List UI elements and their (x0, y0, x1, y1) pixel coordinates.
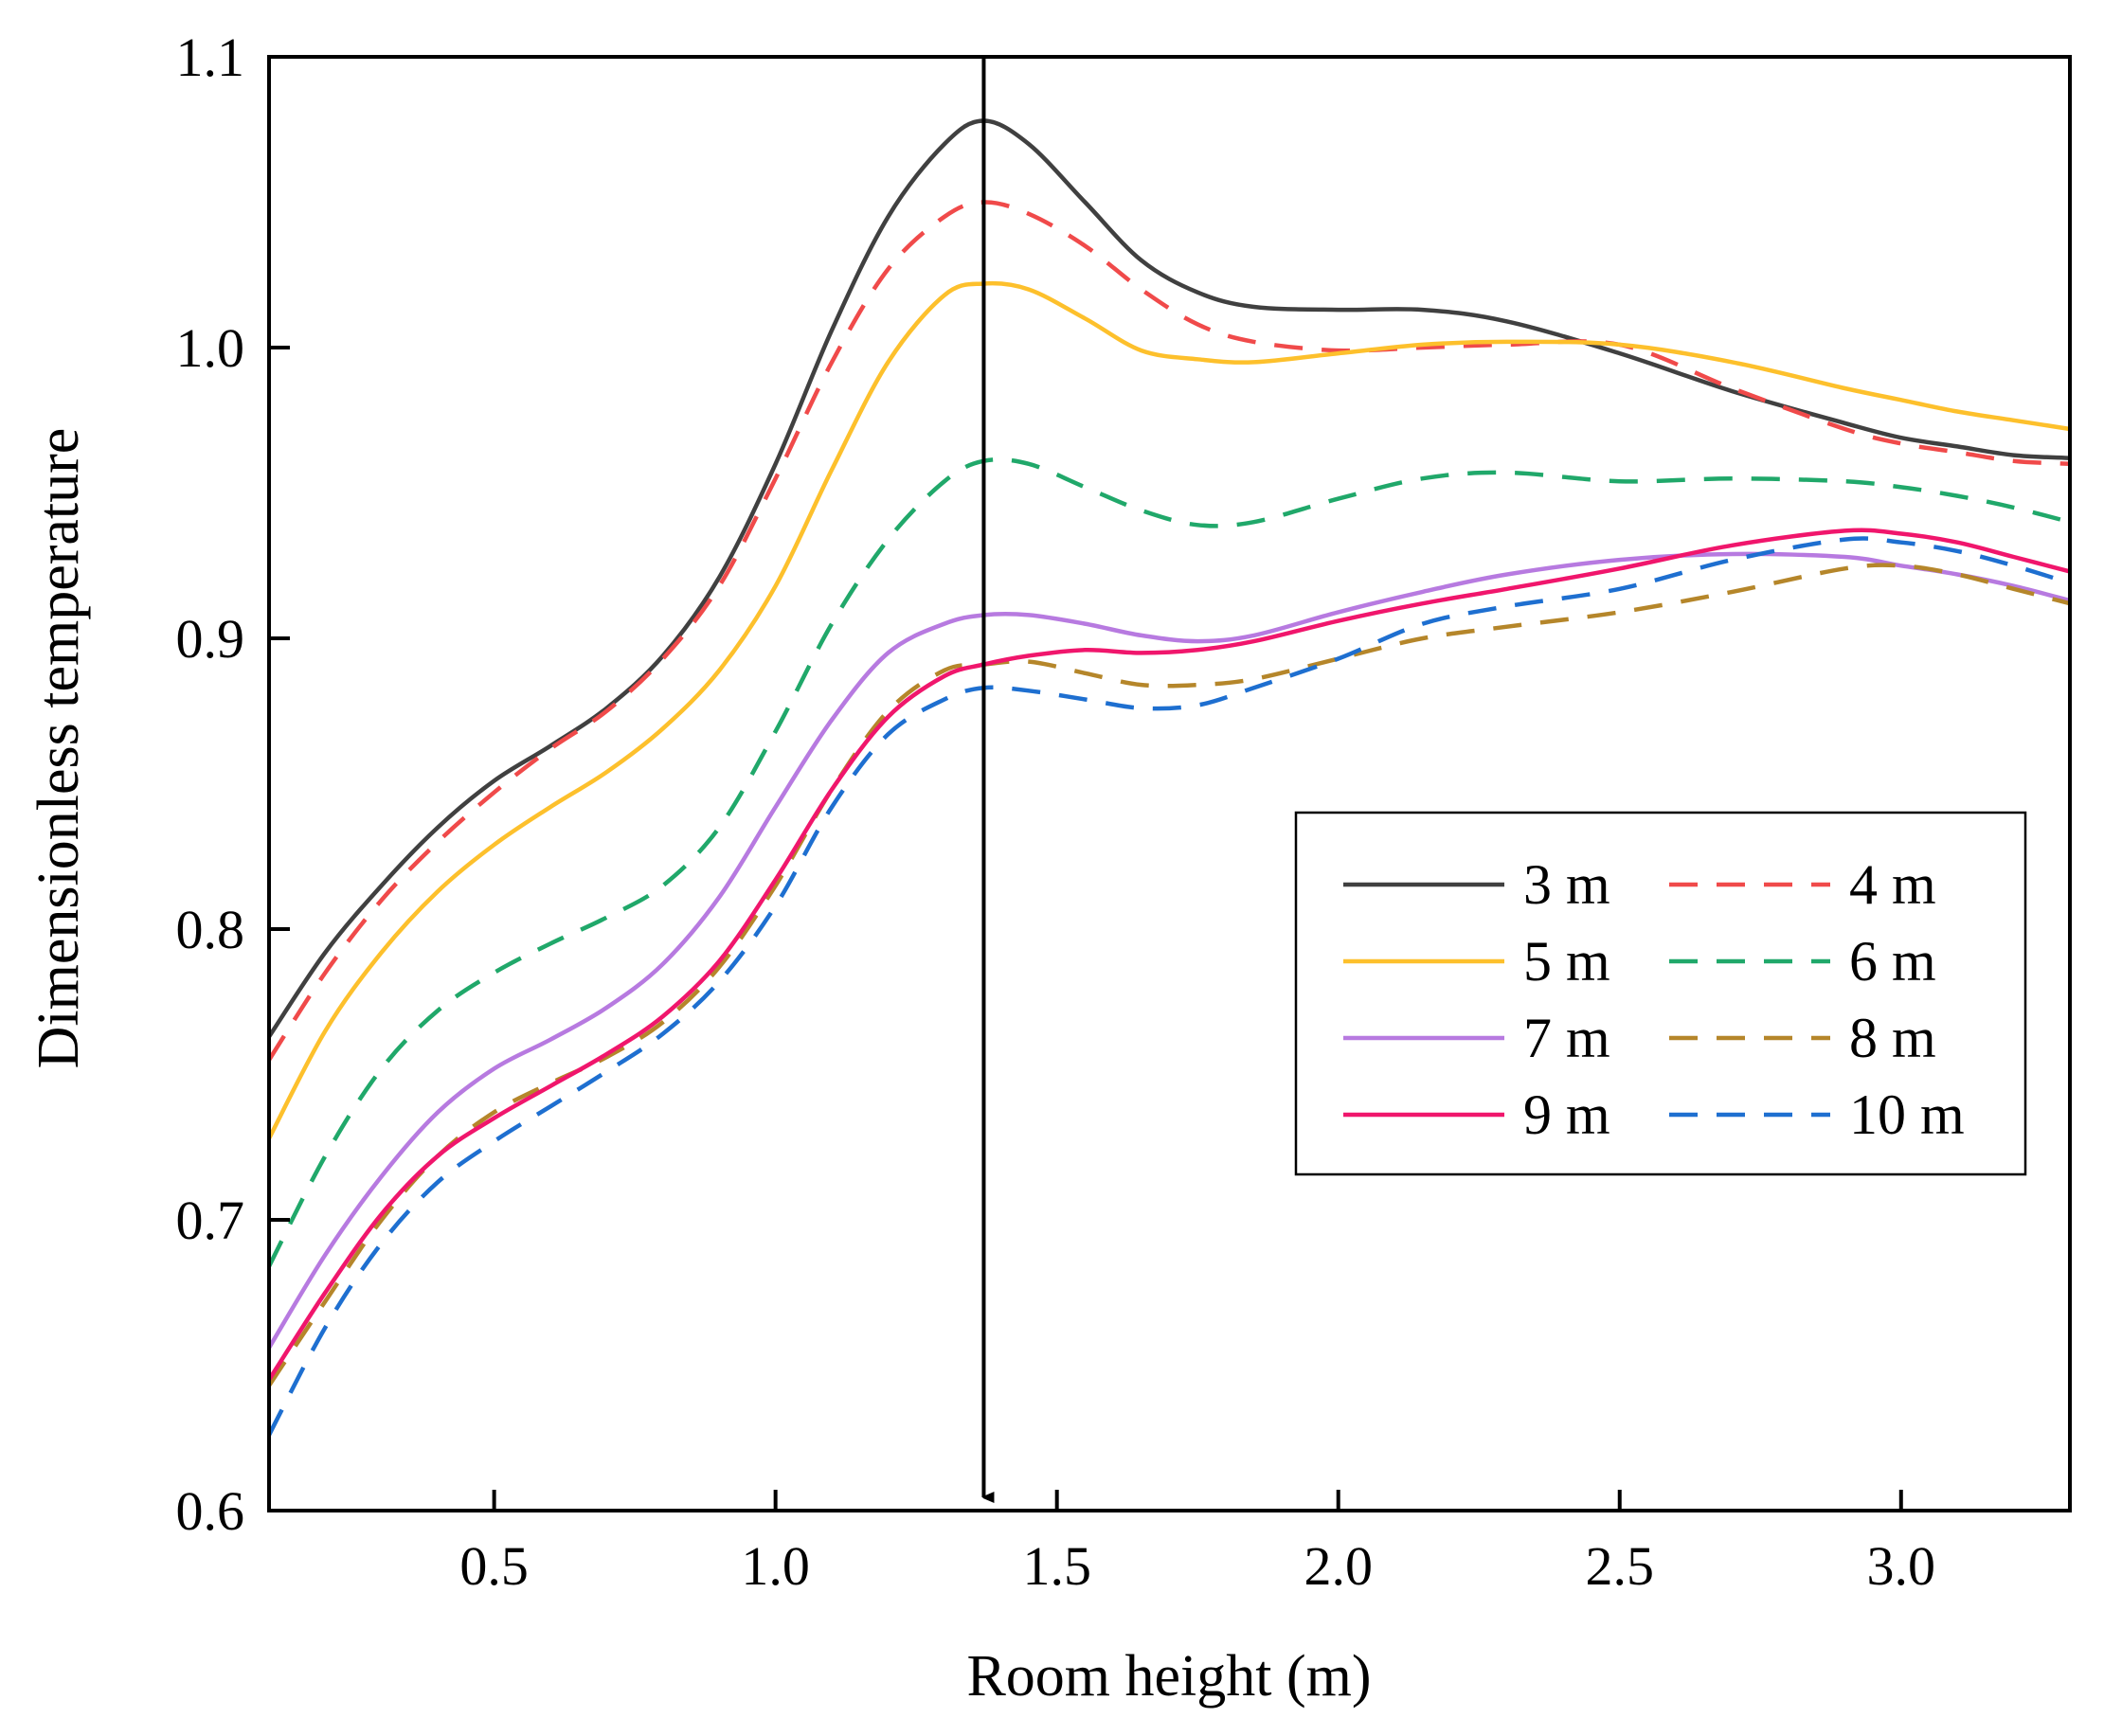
x-tick-label: 1.0 (741, 1535, 810, 1597)
legend-label-8m: 8 m (1849, 1007, 1936, 1069)
series-line-4m (267, 200, 2071, 1062)
y-tick-label: 0.7 (176, 1190, 245, 1251)
y-tick-label: 0.6 (176, 1480, 245, 1542)
x-tick-label: 3.0 (1867, 1535, 1936, 1597)
x-tick-label: 1.5 (1022, 1535, 1091, 1597)
x-axis: 0.5 1.0 1.5 2.0 2.5 3.0 (459, 1490, 1935, 1597)
y-tick-label: 0.9 (176, 608, 245, 670)
x-tick-label: 0.5 (459, 1535, 529, 1597)
series-line-8m (267, 563, 2071, 1387)
legend-label-5m: 5 m (1523, 930, 1610, 993)
series-layer (266, 118, 2071, 1437)
legend-label-10m: 10 m (1849, 1083, 1965, 1146)
series-line-10m (267, 536, 2071, 1437)
series-line-9m (267, 528, 2071, 1382)
y-axis-title: Dimensionless temperature (27, 428, 91, 1069)
series-line-6m (266, 456, 2071, 1268)
y-axis: 0.6 0.7 0.8 0.9 1.0 1.1 (176, 27, 290, 1542)
legend-label-7m: 7 m (1523, 1007, 1610, 1069)
x-tick-label: 2.0 (1304, 1535, 1373, 1597)
x-axis-title: Room height (m) (966, 1644, 1371, 1709)
series-line-5m (267, 280, 2071, 1140)
plot-area-frame (267, 55, 2072, 1512)
legend-label-6m: 6 m (1849, 930, 1936, 993)
legend-label-4m: 4 m (1849, 853, 1936, 916)
series-line-7m (267, 551, 2071, 1350)
legend-label-3m: 3 m (1523, 853, 1610, 916)
x-tick-label: 2.5 (1586, 1535, 1655, 1597)
y-tick-label: 0.8 (176, 899, 245, 960)
y-tick-label: 1.1 (176, 27, 245, 88)
series-line-3m (267, 118, 2071, 1038)
y-tick-label: 1.0 (176, 317, 245, 379)
legend-label-9m: 9 m (1523, 1083, 1610, 1146)
legend: 3 m 4 m 5 m 6 m 7 m 8 m 9 m 10 m (1294, 811, 2027, 1176)
